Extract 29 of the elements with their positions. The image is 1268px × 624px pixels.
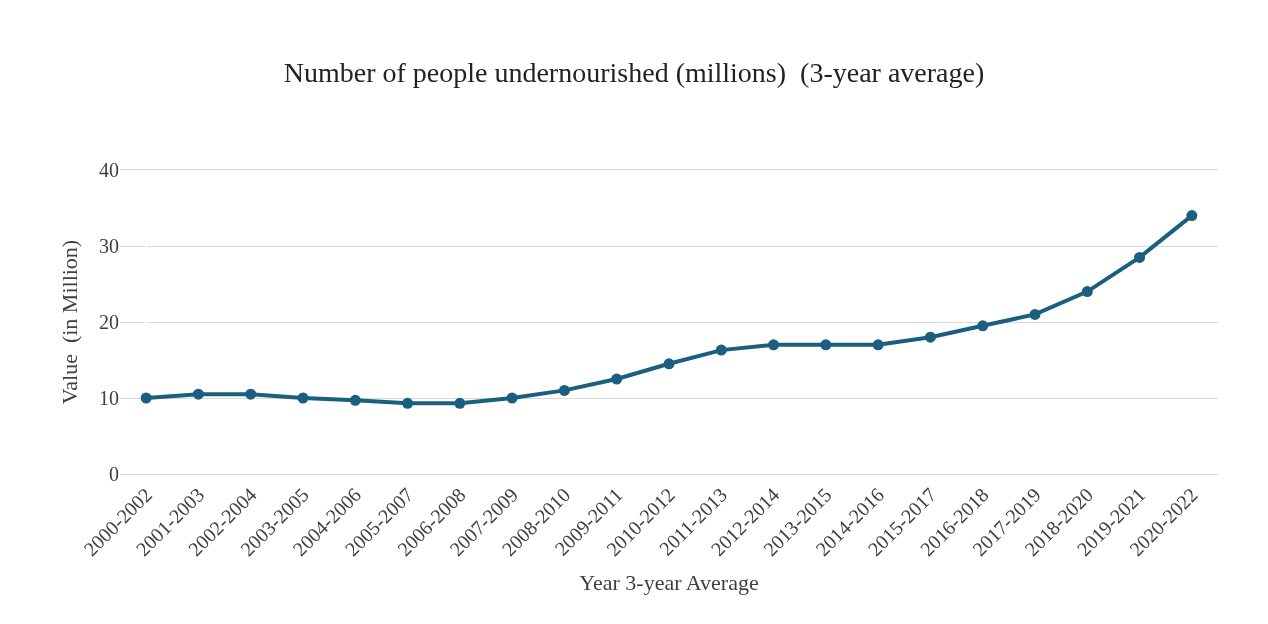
point [820, 339, 832, 351]
point [977, 320, 989, 332]
point [1081, 286, 1093, 298]
point [611, 373, 623, 385]
point [402, 397, 414, 409]
x-axis-title: Year 3-year Average [579, 570, 759, 596]
point [715, 344, 727, 356]
point [349, 394, 361, 406]
point [297, 392, 309, 404]
y-tick-label: 20 [99, 311, 119, 333]
point [1029, 308, 1041, 320]
y-tick-label: 10 [99, 387, 119, 409]
point [245, 388, 257, 400]
point [506, 392, 518, 404]
y-tick-label: 0 [109, 463, 119, 485]
point [558, 384, 570, 396]
y-axis-title: Value (in Million) [56, 239, 82, 405]
point [1186, 210, 1198, 222]
y-tick-label: 30 [99, 235, 119, 257]
point [872, 339, 884, 351]
point [140, 392, 152, 404]
point [768, 339, 780, 351]
point [192, 388, 204, 400]
point [1134, 251, 1146, 263]
point [454, 397, 466, 409]
y-tick-label: 40 [99, 159, 119, 181]
point [924, 331, 936, 343]
point [663, 358, 675, 370]
chart-title: Number of people undernourished (millions) (3-year average) [283, 57, 985, 88]
